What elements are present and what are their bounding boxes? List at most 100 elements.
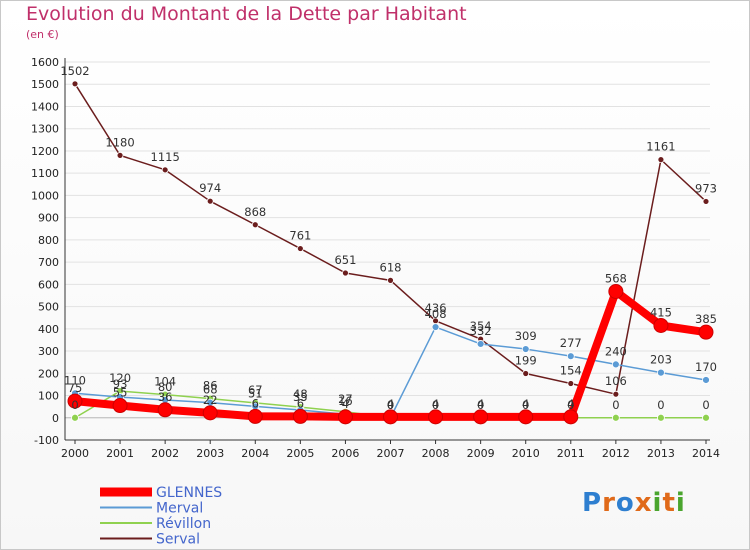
data-point-serval	[116, 151, 124, 159]
data-point-glennes	[112, 398, 128, 414]
data-label-serval: 761	[289, 229, 311, 243]
data-label-merval: 170	[695, 360, 717, 374]
data-label-glennes: 4	[432, 397, 439, 411]
data-point-merval	[702, 376, 710, 384]
data-label-révillon: 0	[612, 398, 619, 412]
y-tick-label: 400	[38, 323, 59, 336]
proxiti-logo: Proxiti	[582, 488, 686, 518]
data-label-révillon: 27	[338, 392, 353, 406]
legend-label-révillon: Révillon	[156, 516, 211, 532]
data-label-glennes: 4	[342, 397, 349, 411]
data-point-merval	[566, 352, 575, 361]
x-tick-label: 2002	[151, 447, 179, 460]
data-label-serval: 973	[695, 181, 717, 195]
data-point-glennes	[292, 408, 308, 424]
data-point-révillon	[71, 413, 79, 422]
x-tick-label: 2000	[61, 447, 89, 460]
data-label-glennes: 6	[252, 396, 259, 410]
data-point-révillon	[657, 413, 665, 422]
y-tick-label: 200	[38, 367, 59, 380]
y-tick-label: 500	[38, 301, 59, 314]
data-point-serval	[161, 166, 169, 174]
x-tick-label: 2008	[422, 447, 450, 460]
y-tick-label: 1300	[31, 123, 59, 136]
data-label-merval: 35	[293, 390, 308, 404]
data-label-révillon: 0	[477, 398, 484, 412]
data-label-serval: 618	[380, 260, 402, 274]
data-label-merval: 51	[248, 386, 263, 400]
data-label-révillon: 86	[203, 379, 218, 393]
data-label-merval: 309	[515, 329, 537, 343]
data-label-serval: 199	[515, 354, 537, 368]
data-label-glennes: 4	[477, 397, 484, 411]
data-label-merval: 93	[113, 377, 128, 391]
data-point-glennes	[518, 409, 534, 425]
data-point-serval	[296, 245, 304, 252]
chart-unit-label: (en €)	[26, 28, 59, 41]
data-label-glennes: 36	[158, 390, 173, 404]
data-label-merval: 408	[425, 307, 447, 321]
data-point-glennes	[608, 283, 624, 299]
data-label-serval: 651	[334, 253, 356, 267]
data-point-glennes	[157, 402, 173, 418]
y-tick-label: 700	[38, 256, 59, 269]
data-point-révillon	[611, 413, 620, 422]
data-point-glennes	[428, 409, 444, 425]
x-tick-label: 2005	[286, 447, 314, 460]
data-point-glennes	[698, 324, 714, 340]
data-label-merval: 277	[560, 336, 582, 350]
data-point-serval	[251, 221, 259, 229]
y-tick-label: 900	[38, 212, 59, 225]
data-label-serval: 1161	[646, 140, 675, 154]
data-point-glennes	[563, 409, 579, 425]
x-tick-label: 2014	[692, 447, 720, 460]
data-label-glennes: 4	[522, 397, 529, 411]
x-tick-label: 2011	[557, 447, 585, 460]
data-point-glennes	[247, 408, 263, 424]
y-tick-label: 1000	[31, 189, 59, 202]
data-label-révillon: 0	[702, 398, 709, 412]
data-label-serval: 1502	[60, 64, 89, 78]
data-point-merval	[521, 345, 530, 353]
data-label-merval: 0	[387, 398, 394, 412]
x-tick-label: 2001	[106, 447, 134, 460]
data-label-merval: 203	[650, 353, 672, 367]
data-label-révillon: 104	[154, 375, 176, 389]
x-tick-label: 2007	[377, 447, 405, 460]
data-point-serval	[567, 380, 575, 387]
data-point-serval	[71, 80, 79, 88]
data-label-merval: 110	[64, 373, 86, 387]
y-tick-label: 800	[38, 234, 59, 247]
x-tick-label: 2003	[196, 447, 224, 460]
data-point-serval	[206, 197, 214, 205]
data-label-glennes: 6	[297, 396, 304, 410]
y-tick-label: 1100	[31, 167, 59, 180]
data-point-glennes	[383, 409, 398, 425]
data-point-glennes	[337, 409, 353, 425]
data-label-glennes: 55	[113, 386, 128, 400]
data-label-glennes: 568	[605, 271, 627, 285]
data-label-révillon: 0	[387, 398, 394, 412]
data-label-glennes: 415	[650, 305, 672, 319]
x-tick-label: 2010	[512, 447, 540, 460]
y-tick-label: -100	[34, 434, 59, 447]
x-tick-label: 2009	[467, 447, 495, 460]
data-point-serval	[522, 370, 530, 377]
chart-title: Evolution du Montant de la Dette par Hab…	[26, 3, 467, 25]
data-point-serval	[387, 276, 394, 284]
data-label-serval: 974	[199, 181, 221, 195]
data-point-glennes	[67, 393, 83, 409]
x-tick-label: 2006	[331, 447, 359, 460]
data-point-merval	[657, 368, 665, 377]
data-point-glennes	[202, 405, 218, 421]
data-label-révillon: 0	[567, 398, 574, 412]
data-label-glennes: 75	[68, 381, 83, 395]
y-tick-label: 1600	[31, 56, 59, 69]
y-tick-label: 1400	[31, 100, 59, 113]
y-tick-label: 600	[38, 278, 59, 291]
data-label-révillon: 0	[432, 398, 439, 412]
x-tick-label: 2013	[647, 447, 675, 460]
data-label-révillon: 0	[657, 398, 664, 412]
